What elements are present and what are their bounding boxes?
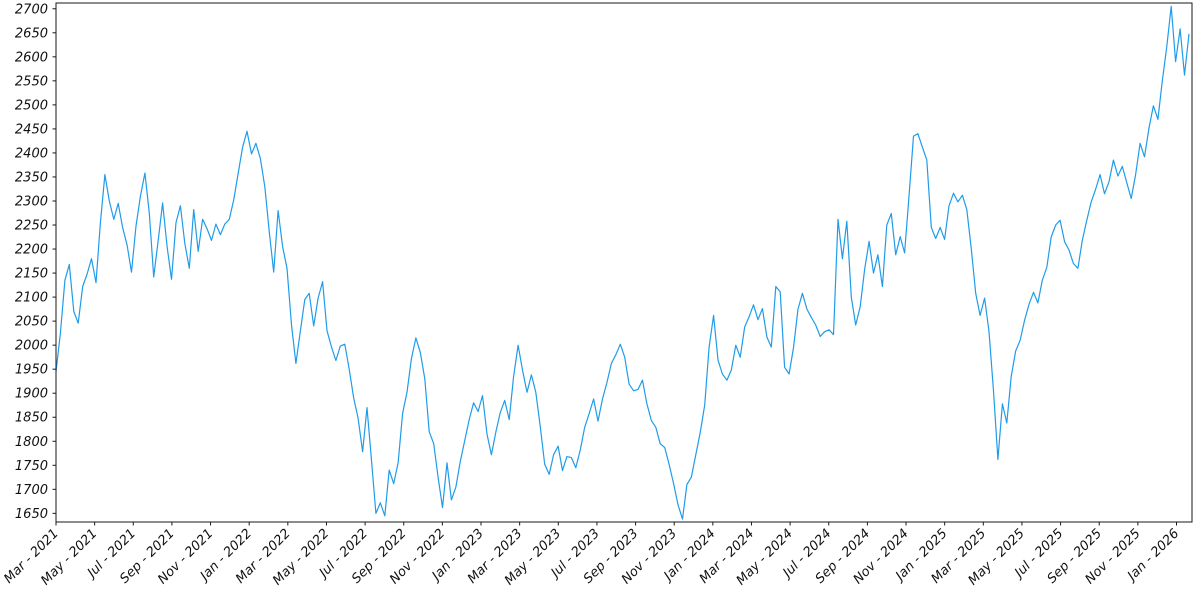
y-tick-label: 2700 (15, 2, 48, 17)
y-tick-label: 2450 (15, 122, 48, 137)
price-line-series (55, 5, 1190, 520)
y-tick-label: 2350 (15, 170, 48, 185)
plot-border (55, 2, 1193, 523)
y-tick-label: 2050 (15, 315, 48, 330)
y-tick-label: 2150 (15, 267, 48, 282)
y-tick-label: 2250 (15, 219, 48, 234)
y-tick-label: 2500 (15, 98, 48, 113)
y-tick-label: 1750 (15, 459, 48, 474)
y-tick-label: 2100 (15, 291, 48, 306)
y-tick-label: 2200 (15, 243, 48, 258)
y-axis: 1650 1700 1750 1800 1850 1900 1950 2000 2050 2100… (15, 2, 56, 522)
y-tick-label: 1700 (15, 483, 48, 498)
y-tick-label: 1850 (15, 411, 48, 426)
y-tick-label: 2000 (15, 339, 48, 354)
y-tick-label: 1950 (15, 363, 48, 378)
y-tick-label: 1650 (15, 507, 48, 522)
y-tick-label: 2400 (15, 146, 48, 161)
y-tick-label: 1900 (15, 387, 48, 402)
y-tick-label: 2550 (15, 74, 48, 89)
y-tick-label: 2650 (15, 26, 48, 41)
y-tick-label: 1800 (15, 435, 48, 450)
y-tick-label: 2600 (15, 50, 48, 65)
y-tick-label: 2300 (15, 194, 48, 209)
